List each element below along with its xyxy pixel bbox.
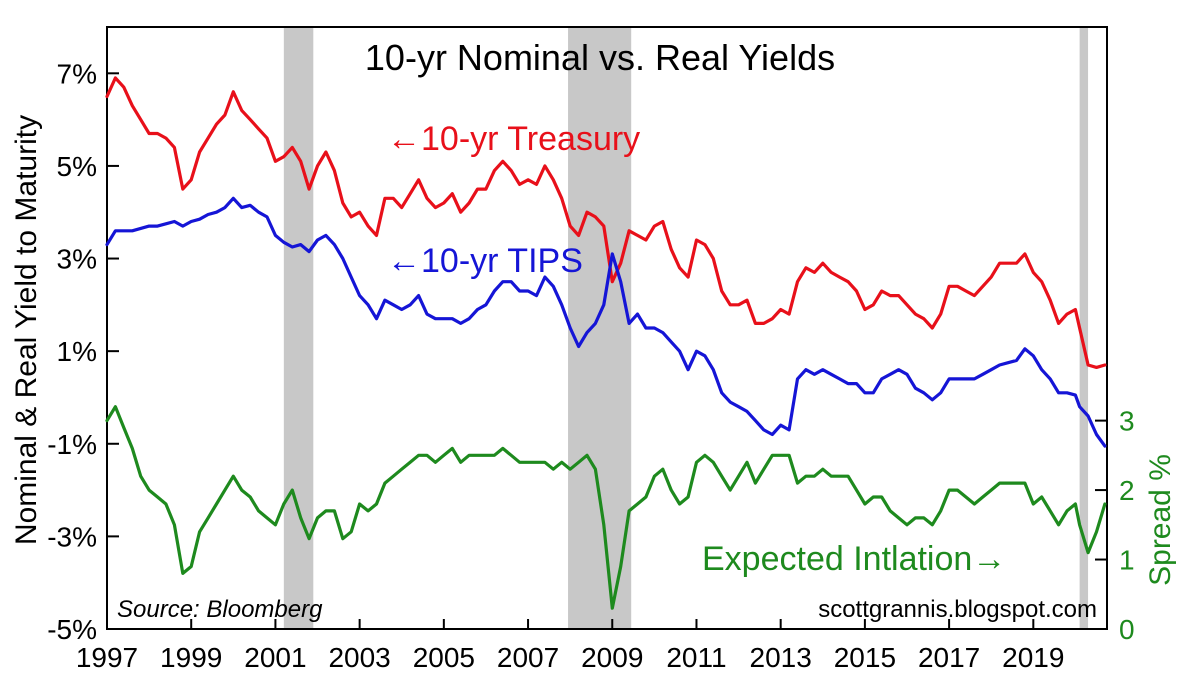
x-axis-ticks: 1997 1999 2001 2003 2005 2007 2009 2011 2013 2015… — [76, 619, 1064, 673]
x-tick-label-7: 2011 — [666, 642, 726, 673]
y2-axis-label: Spread % — [1144, 454, 1177, 586]
y-tick-label-5: -3% — [47, 521, 97, 552]
recession-band-0 — [283, 27, 314, 629]
y-tick-label-3: 1% — [57, 336, 97, 367]
x-tick-label-0: 1997 — [76, 642, 138, 673]
y2-axis-ticks: 3 2 1 0 — [1095, 406, 1135, 645]
annotation-tips: ←10-yr TIPS — [387, 242, 583, 280]
y-axis-label: Nominal & Real Yield to Maturity — [10, 115, 43, 545]
series-line-1 — [105, 196, 1107, 448]
x-tick-label-8: 2013 — [750, 642, 812, 673]
annotation-expected-inflation: Expected Intlation→ — [702, 540, 1006, 578]
x-tick-label-2: 2001 — [244, 642, 306, 673]
y-axis-ticks: 7% 5% 3% 1% -1% -3% -5% — [47, 58, 119, 645]
chart-title: 10-yr Nominal vs. Real Yields — [365, 37, 835, 78]
y2-tick-label-2: 1 — [1119, 545, 1135, 576]
x-tick-label-4: 2005 — [413, 642, 475, 673]
x-tick-label-9: 2015 — [834, 642, 896, 673]
recession-band-1 — [568, 27, 632, 629]
series-line-0 — [105, 76, 1107, 369]
site-credit: scottgrannis.blogspot.com — [818, 596, 1097, 623]
y-tick-label-6: -5% — [47, 614, 97, 645]
y2-tick-label-0: 3 — [1119, 406, 1135, 437]
x-tick-label-6: 2009 — [581, 642, 643, 673]
x-tick-label-10: 2017 — [918, 642, 980, 673]
source-note: Source: Bloomberg — [117, 596, 323, 623]
plot-frame — [106, 26, 1108, 630]
annotation-treasury: ←10-yr Treasury — [387, 120, 640, 158]
y2-tick-label-1: 2 — [1119, 475, 1135, 506]
recession-bands — [283, 27, 1089, 629]
x-tick-label-5: 2007 — [497, 642, 559, 673]
y2-tick-label-3: 0 — [1119, 614, 1135, 645]
x-tick-label-11: 2019 — [1002, 642, 1064, 673]
y-tick-label-2: 3% — [57, 244, 97, 275]
recession-band-2 — [1079, 27, 1089, 629]
y-tick-label-0: 7% — [57, 58, 97, 89]
y-tick-label-1: 5% — [57, 151, 97, 182]
y-tick-label-4: -1% — [47, 429, 97, 460]
x-tick-label-1: 1999 — [160, 642, 222, 673]
series-lines — [105, 76, 1107, 610]
x-tick-label-3: 2003 — [328, 642, 390, 673]
series-line-2 — [105, 405, 1107, 610]
